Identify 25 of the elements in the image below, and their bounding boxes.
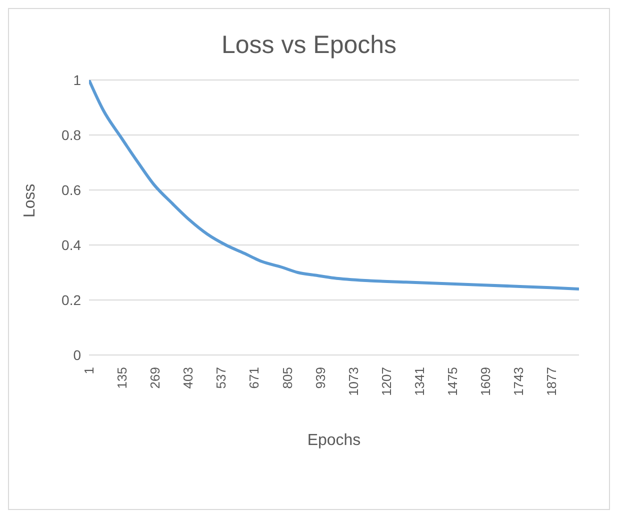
x-tick-label: 1877	[544, 367, 560, 396]
x-tick-label: 403	[180, 367, 196, 389]
x-tick-label: 1	[82, 367, 96, 374]
x-tick-label: 537	[214, 367, 229, 389]
y-tick-label: 0	[73, 346, 82, 363]
x-tick-label: 1073	[346, 367, 361, 396]
chart-title: Loss vs Epochs	[220, 31, 398, 60]
x-tick-label: 135	[114, 367, 130, 389]
y-tick-label: 1	[73, 72, 82, 88]
x-tick-label: 805	[280, 367, 295, 389]
y-tick-label: 0.2	[62, 292, 82, 308]
x-tick-label: 1475	[444, 367, 460, 396]
y-tick-label: 0.6	[62, 182, 82, 198]
y-tick-label: 0.4	[62, 236, 82, 253]
line-series	[89, 80, 579, 290]
x-tick-label: 1609	[478, 367, 494, 396]
x-tick-label: 1207	[378, 367, 394, 396]
y-tick-label: 0.8	[62, 126, 82, 143]
x-tick-label: 939	[312, 367, 328, 389]
x-tick-label: 1743	[511, 367, 526, 396]
y-axis-title: Loss	[22, 184, 39, 218]
x-tick-label: 269	[148, 367, 163, 389]
x-axis-title: Epochs	[307, 432, 361, 449]
x-tick-label: 671	[246, 367, 262, 389]
x-tick-label: 1341	[412, 367, 427, 396]
